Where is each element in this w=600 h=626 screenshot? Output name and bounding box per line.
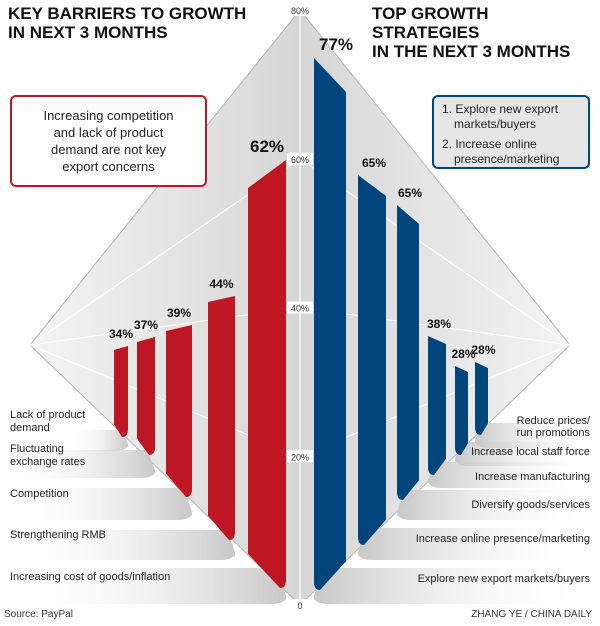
- tick-label: 80%: [291, 6, 309, 16]
- frame-line: [299, 9, 571, 346]
- value-label: 65%: [398, 186, 422, 200]
- tick-label: 40%: [291, 304, 309, 314]
- bar-strategy: [455, 366, 468, 455]
- value-label: 37%: [134, 318, 158, 332]
- category-shelf: [70, 430, 128, 451]
- source-note: Source: PayPal: [4, 609, 73, 620]
- value-label: 65%: [362, 156, 386, 170]
- tick-bg: [287, 152, 313, 165]
- bar-barrier: [248, 160, 286, 588]
- value-label: 34%: [109, 327, 133, 341]
- bar-barrier: [166, 325, 192, 497]
- category-label: Increase online presence/marketing: [416, 533, 590, 545]
- right-title-line: IN THE NEXT 3 MONTHS: [372, 42, 571, 61]
- category-label: Competition: [10, 488, 69, 500]
- right-title: TOP GROWTH STRATEGIES IN THE NEXT 3 MONT…: [372, 4, 592, 61]
- category-shelf: [10, 488, 192, 520]
- left-annotation-box: Increasing competition and lack of produ…: [10, 95, 207, 187]
- category-label: Explore new export markets/buyers: [418, 573, 591, 585]
- left-annotation-text: Increasing competition and lack of produ…: [43, 108, 174, 174]
- tick-bg: [287, 599, 313, 611]
- category-label: Strengthening RMB: [10, 529, 106, 541]
- tick-label: 20%: [291, 452, 309, 462]
- left-title-line: IN NEXT 3 MONTHS: [8, 23, 168, 42]
- category-label: Lack of product demand: [10, 409, 85, 434]
- bar-strategy: [314, 58, 346, 590]
- category-label: Increase manufacturing: [475, 471, 590, 483]
- category-label: Fluctuating exchange rates: [10, 443, 86, 468]
- value-label: 62%: [250, 137, 284, 156]
- value-label: 39%: [167, 306, 191, 320]
- bar-barrier: [114, 346, 128, 437]
- tick-bg: [287, 4, 313, 16]
- left-title-line: KEY BARRIERS TO GROWTH: [8, 4, 247, 23]
- right-title-line: TOP GROWTH STRATEGIES: [372, 4, 489, 42]
- value-label: 44%: [209, 277, 233, 291]
- category-shelf: [428, 462, 590, 488]
- category-shelf: [314, 568, 590, 604]
- category-shelf: [10, 568, 286, 604]
- credit-note: ZHANG YE / CHINA DAILY: [471, 609, 592, 620]
- bar-barrier: [137, 337, 155, 455]
- category-shelf: [10, 450, 155, 478]
- bar-barrier: [208, 296, 235, 540]
- value-label: 28%: [451, 347, 475, 361]
- bar-strategy: [358, 175, 386, 545]
- tick-label: 0: [297, 601, 302, 611]
- category-shelf: [10, 530, 235, 560]
- bar-strategy: [475, 362, 488, 435]
- value-label: 28%: [471, 343, 495, 357]
- right-annotation-item: 2. Increase online presence/marketing: [442, 137, 560, 166]
- value-label: 77%: [319, 35, 353, 54]
- bar-strategy: [428, 336, 446, 475]
- bar-strategy: [397, 205, 419, 500]
- tick-label: 60%: [291, 155, 309, 165]
- category-shelf: [397, 490, 590, 520]
- category-shelf: [358, 528, 590, 560]
- right-annotation-item: 1. Explore new export markets/buyers: [442, 102, 559, 131]
- right-annotation-box: 1. Explore new export markets/buyers 2. …: [432, 95, 590, 169]
- category-label: Increasing cost of goods/inflation: [10, 571, 170, 583]
- tick-bg: [287, 301, 313, 314]
- category-label: Reduce prices/run promotions: [517, 415, 591, 439]
- category-label: Increase local staff force: [471, 446, 590, 458]
- frame-line: [29, 344, 301, 606]
- value-label: 38%: [427, 317, 451, 331]
- category-shelf: [475, 423, 590, 448]
- left-title: KEY BARRIERS TO GROWTH IN NEXT 3 MONTHS: [8, 4, 246, 42]
- tick-bg: [287, 450, 313, 463]
- category-label: Diversify goods/services: [471, 499, 590, 511]
